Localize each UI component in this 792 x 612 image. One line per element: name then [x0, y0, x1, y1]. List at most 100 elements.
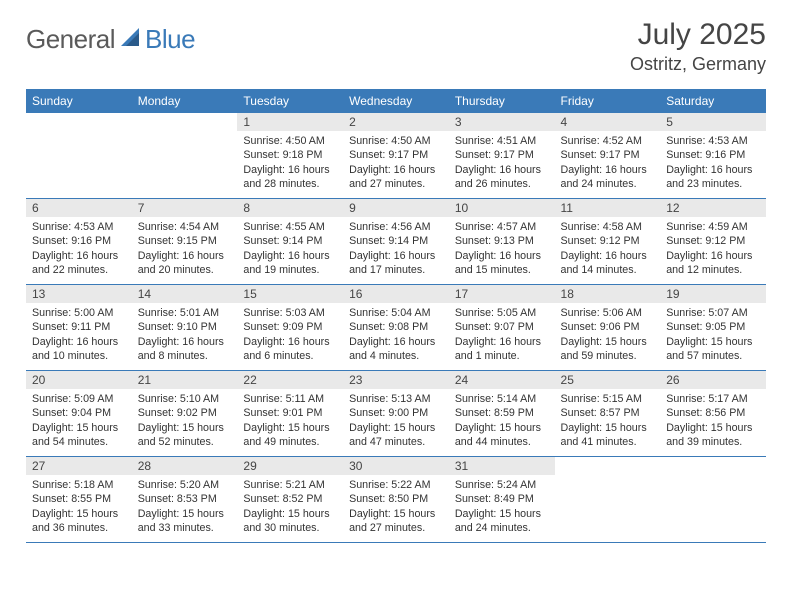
weekday-header: Monday — [132, 90, 238, 113]
sunrise-line: Sunrise: 5:24 AM — [455, 478, 549, 492]
sunset-line: Sunset: 9:04 PM — [32, 406, 126, 420]
day-number: 2 — [343, 113, 449, 131]
calendar-grid: SundayMondayTuesdayWednesdayThursdayFrid… — [26, 89, 766, 543]
daylight-line: Daylight: 15 hours and 36 minutes. — [32, 507, 126, 536]
sunset-line: Sunset: 8:52 PM — [243, 492, 337, 506]
daylight-line: Daylight: 15 hours and 49 minutes. — [243, 421, 337, 450]
day-number: 6 — [26, 199, 132, 217]
sunrise-line: Sunrise: 5:03 AM — [243, 306, 337, 320]
day-cell: 2Sunrise: 4:50 AMSunset: 9:17 PMDaylight… — [343, 113, 449, 199]
day-details: Sunrise: 4:56 AMSunset: 9:14 PMDaylight:… — [343, 217, 449, 282]
day-number: 8 — [237, 199, 343, 217]
sunset-line: Sunset: 9:07 PM — [455, 320, 549, 334]
day-number: 31 — [449, 457, 555, 475]
daylight-line: Daylight: 16 hours and 24 minutes. — [561, 163, 655, 192]
daylight-line: Daylight: 16 hours and 27 minutes. — [349, 163, 443, 192]
day-cell: 12Sunrise: 4:59 AMSunset: 9:12 PMDayligh… — [660, 199, 766, 285]
daylight-line: Daylight: 15 hours and 27 minutes. — [349, 507, 443, 536]
day-number: 13 — [26, 285, 132, 303]
day-cell: 24Sunrise: 5:14 AMSunset: 8:59 PMDayligh… — [449, 371, 555, 457]
weekday-header: Tuesday — [237, 90, 343, 113]
sunrise-line: Sunrise: 4:53 AM — [666, 134, 760, 148]
day-details: Sunrise: 5:06 AMSunset: 9:06 PMDaylight:… — [555, 303, 661, 368]
calendar-body: 1Sunrise: 4:50 AMSunset: 9:18 PMDaylight… — [26, 113, 766, 543]
sunset-line: Sunset: 9:10 PM — [138, 320, 232, 334]
sunset-line: Sunset: 9:00 PM — [349, 406, 443, 420]
weekday-header-row: SundayMondayTuesdayWednesdayThursdayFrid… — [26, 90, 766, 113]
day-cell: 6Sunrise: 4:53 AMSunset: 9:16 PMDaylight… — [26, 199, 132, 285]
day-details: Sunrise: 4:53 AMSunset: 9:16 PMDaylight:… — [660, 131, 766, 196]
day-number: 26 — [660, 371, 766, 389]
sunset-line: Sunset: 8:57 PM — [561, 406, 655, 420]
day-details: Sunrise: 5:22 AMSunset: 8:50 PMDaylight:… — [343, 475, 449, 540]
daylight-line: Daylight: 16 hours and 26 minutes. — [455, 163, 549, 192]
sunset-line: Sunset: 9:12 PM — [561, 234, 655, 248]
day-number: 24 — [449, 371, 555, 389]
sunset-line: Sunset: 8:56 PM — [666, 406, 760, 420]
daylight-line: Daylight: 15 hours and 44 minutes. — [455, 421, 549, 450]
day-details: Sunrise: 5:21 AMSunset: 8:52 PMDaylight:… — [237, 475, 343, 540]
brand-logo: General Blue — [26, 18, 195, 55]
title-block: July 2025 Ostritz, Germany — [630, 18, 766, 75]
sunrise-line: Sunrise: 4:59 AM — [666, 220, 760, 234]
empty-cell — [132, 113, 238, 199]
sunset-line: Sunset: 9:06 PM — [561, 320, 655, 334]
day-cell: 23Sunrise: 5:13 AMSunset: 9:00 PMDayligh… — [343, 371, 449, 457]
sunrise-line: Sunrise: 5:00 AM — [32, 306, 126, 320]
daylight-line: Daylight: 16 hours and 22 minutes. — [32, 249, 126, 278]
sunset-line: Sunset: 9:15 PM — [138, 234, 232, 248]
day-cell: 21Sunrise: 5:10 AMSunset: 9:02 PMDayligh… — [132, 371, 238, 457]
sunset-line: Sunset: 9:05 PM — [666, 320, 760, 334]
day-number: 10 — [449, 199, 555, 217]
daylight-line: Daylight: 15 hours and 52 minutes. — [138, 421, 232, 450]
brand-part1: General — [26, 24, 115, 55]
day-cell: 1Sunrise: 4:50 AMSunset: 9:18 PMDaylight… — [237, 113, 343, 199]
sunrise-line: Sunrise: 5:21 AM — [243, 478, 337, 492]
daylight-line: Daylight: 15 hours and 33 minutes. — [138, 507, 232, 536]
month-title: July 2025 — [630, 18, 766, 52]
daylight-line: Daylight: 15 hours and 57 minutes. — [666, 335, 760, 364]
sunrise-line: Sunrise: 5:18 AM — [32, 478, 126, 492]
empty-cell — [660, 457, 766, 543]
weekday-header: Saturday — [660, 90, 766, 113]
day-cell: 13Sunrise: 5:00 AMSunset: 9:11 PMDayligh… — [26, 285, 132, 371]
day-number: 11 — [555, 199, 661, 217]
sunrise-line: Sunrise: 4:52 AM — [561, 134, 655, 148]
sunrise-line: Sunrise: 5:01 AM — [138, 306, 232, 320]
sunset-line: Sunset: 9:12 PM — [666, 234, 760, 248]
sunrise-line: Sunrise: 5:07 AM — [666, 306, 760, 320]
day-number: 4 — [555, 113, 661, 131]
sunrise-line: Sunrise: 5:10 AM — [138, 392, 232, 406]
daylight-line: Daylight: 16 hours and 20 minutes. — [138, 249, 232, 278]
daylight-line: Daylight: 16 hours and 23 minutes. — [666, 163, 760, 192]
sunrise-line: Sunrise: 5:05 AM — [455, 306, 549, 320]
day-number: 14 — [132, 285, 238, 303]
daylight-line: Daylight: 15 hours and 47 minutes. — [349, 421, 443, 450]
day-cell: 7Sunrise: 4:54 AMSunset: 9:15 PMDaylight… — [132, 199, 238, 285]
calendar-row: 1Sunrise: 4:50 AMSunset: 9:18 PMDaylight… — [26, 113, 766, 199]
day-cell: 18Sunrise: 5:06 AMSunset: 9:06 PMDayligh… — [555, 285, 661, 371]
sunrise-line: Sunrise: 5:15 AM — [561, 392, 655, 406]
sunset-line: Sunset: 9:17 PM — [349, 148, 443, 162]
sunrise-line: Sunrise: 4:53 AM — [32, 220, 126, 234]
day-details: Sunrise: 5:11 AMSunset: 9:01 PMDaylight:… — [237, 389, 343, 454]
daylight-line: Daylight: 16 hours and 28 minutes. — [243, 163, 337, 192]
day-number: 30 — [343, 457, 449, 475]
sunrise-line: Sunrise: 4:54 AM — [138, 220, 232, 234]
day-number: 28 — [132, 457, 238, 475]
sunrise-line: Sunrise: 5:13 AM — [349, 392, 443, 406]
sunset-line: Sunset: 8:50 PM — [349, 492, 443, 506]
day-cell: 17Sunrise: 5:05 AMSunset: 9:07 PMDayligh… — [449, 285, 555, 371]
day-details: Sunrise: 4:58 AMSunset: 9:12 PMDaylight:… — [555, 217, 661, 282]
sunset-line: Sunset: 9:08 PM — [349, 320, 443, 334]
calendar-row: 27Sunrise: 5:18 AMSunset: 8:55 PMDayligh… — [26, 457, 766, 543]
empty-cell — [555, 457, 661, 543]
sunset-line: Sunset: 8:55 PM — [32, 492, 126, 506]
day-number: 1 — [237, 113, 343, 131]
day-details: Sunrise: 5:24 AMSunset: 8:49 PMDaylight:… — [449, 475, 555, 540]
empty-cell — [26, 113, 132, 199]
daylight-line: Daylight: 16 hours and 12 minutes. — [666, 249, 760, 278]
day-details: Sunrise: 5:20 AMSunset: 8:53 PMDaylight:… — [132, 475, 238, 540]
daylight-line: Daylight: 15 hours and 30 minutes. — [243, 507, 337, 536]
sunset-line: Sunset: 9:16 PM — [666, 148, 760, 162]
